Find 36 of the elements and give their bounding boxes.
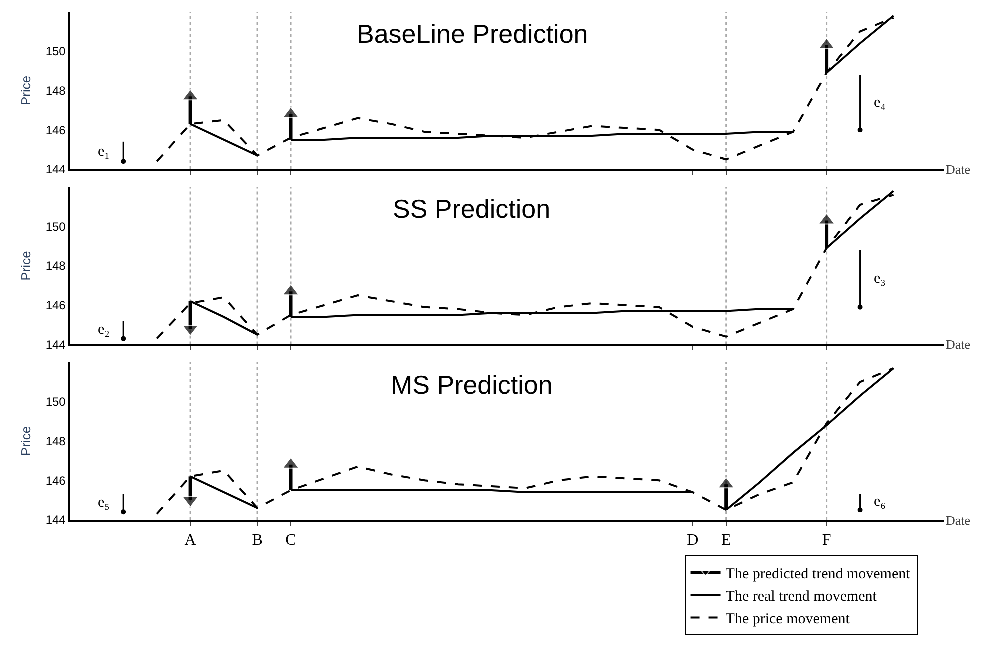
annotation: e₄ bbox=[874, 95, 886, 111]
annotation: e₁ bbox=[98, 144, 110, 160]
x-tick-label: D bbox=[687, 532, 699, 549]
x-tick-label: A bbox=[184, 532, 197, 549]
y-axis-title: Price bbox=[18, 76, 34, 106]
y-axis-title: Price bbox=[18, 426, 34, 456]
annotation: e₅ bbox=[98, 495, 110, 511]
x-tick-label: B bbox=[252, 532, 263, 549]
x-axis-title: Date bbox=[946, 513, 971, 528]
annotation: e₆ bbox=[874, 494, 886, 510]
annotation: e₂ bbox=[98, 322, 110, 338]
y-axis-title: Price bbox=[18, 251, 34, 281]
y-tick-label: 150 bbox=[46, 220, 66, 234]
x-tick-label: F bbox=[822, 532, 832, 549]
y-tick-label: 144 bbox=[46, 513, 66, 528]
legend-label: The price movement bbox=[726, 612, 851, 628]
x-tick-label: E bbox=[721, 532, 732, 549]
y-tick-label: 150 bbox=[46, 44, 66, 59]
y-tick-label: 150 bbox=[46, 395, 66, 410]
x-axis-title: Date bbox=[946, 337, 971, 352]
y-tick-label: 146 bbox=[46, 123, 66, 138]
y-tick-label: 148 bbox=[46, 84, 66, 98]
x-axis-title: Date bbox=[946, 162, 971, 177]
legend-label: The predicted trend movement bbox=[726, 566, 912, 583]
annotation: e₃ bbox=[874, 271, 886, 287]
chart-title: SS Prediction bbox=[393, 194, 551, 224]
y-tick-label: 148 bbox=[46, 434, 66, 448]
y-tick-label: 144 bbox=[46, 162, 66, 177]
y-tick-label: 146 bbox=[46, 474, 66, 488]
y-tick-label: 144 bbox=[46, 338, 66, 352]
chart-title: MS Prediction bbox=[391, 370, 553, 400]
x-tick-label: C bbox=[286, 532, 296, 549]
chart-title: BaseLine Prediction bbox=[357, 19, 588, 49]
y-tick-label: 146 bbox=[46, 298, 66, 313]
y-tick-label: 148 bbox=[46, 259, 66, 274]
legend-label: The real trend movement bbox=[726, 589, 878, 606]
